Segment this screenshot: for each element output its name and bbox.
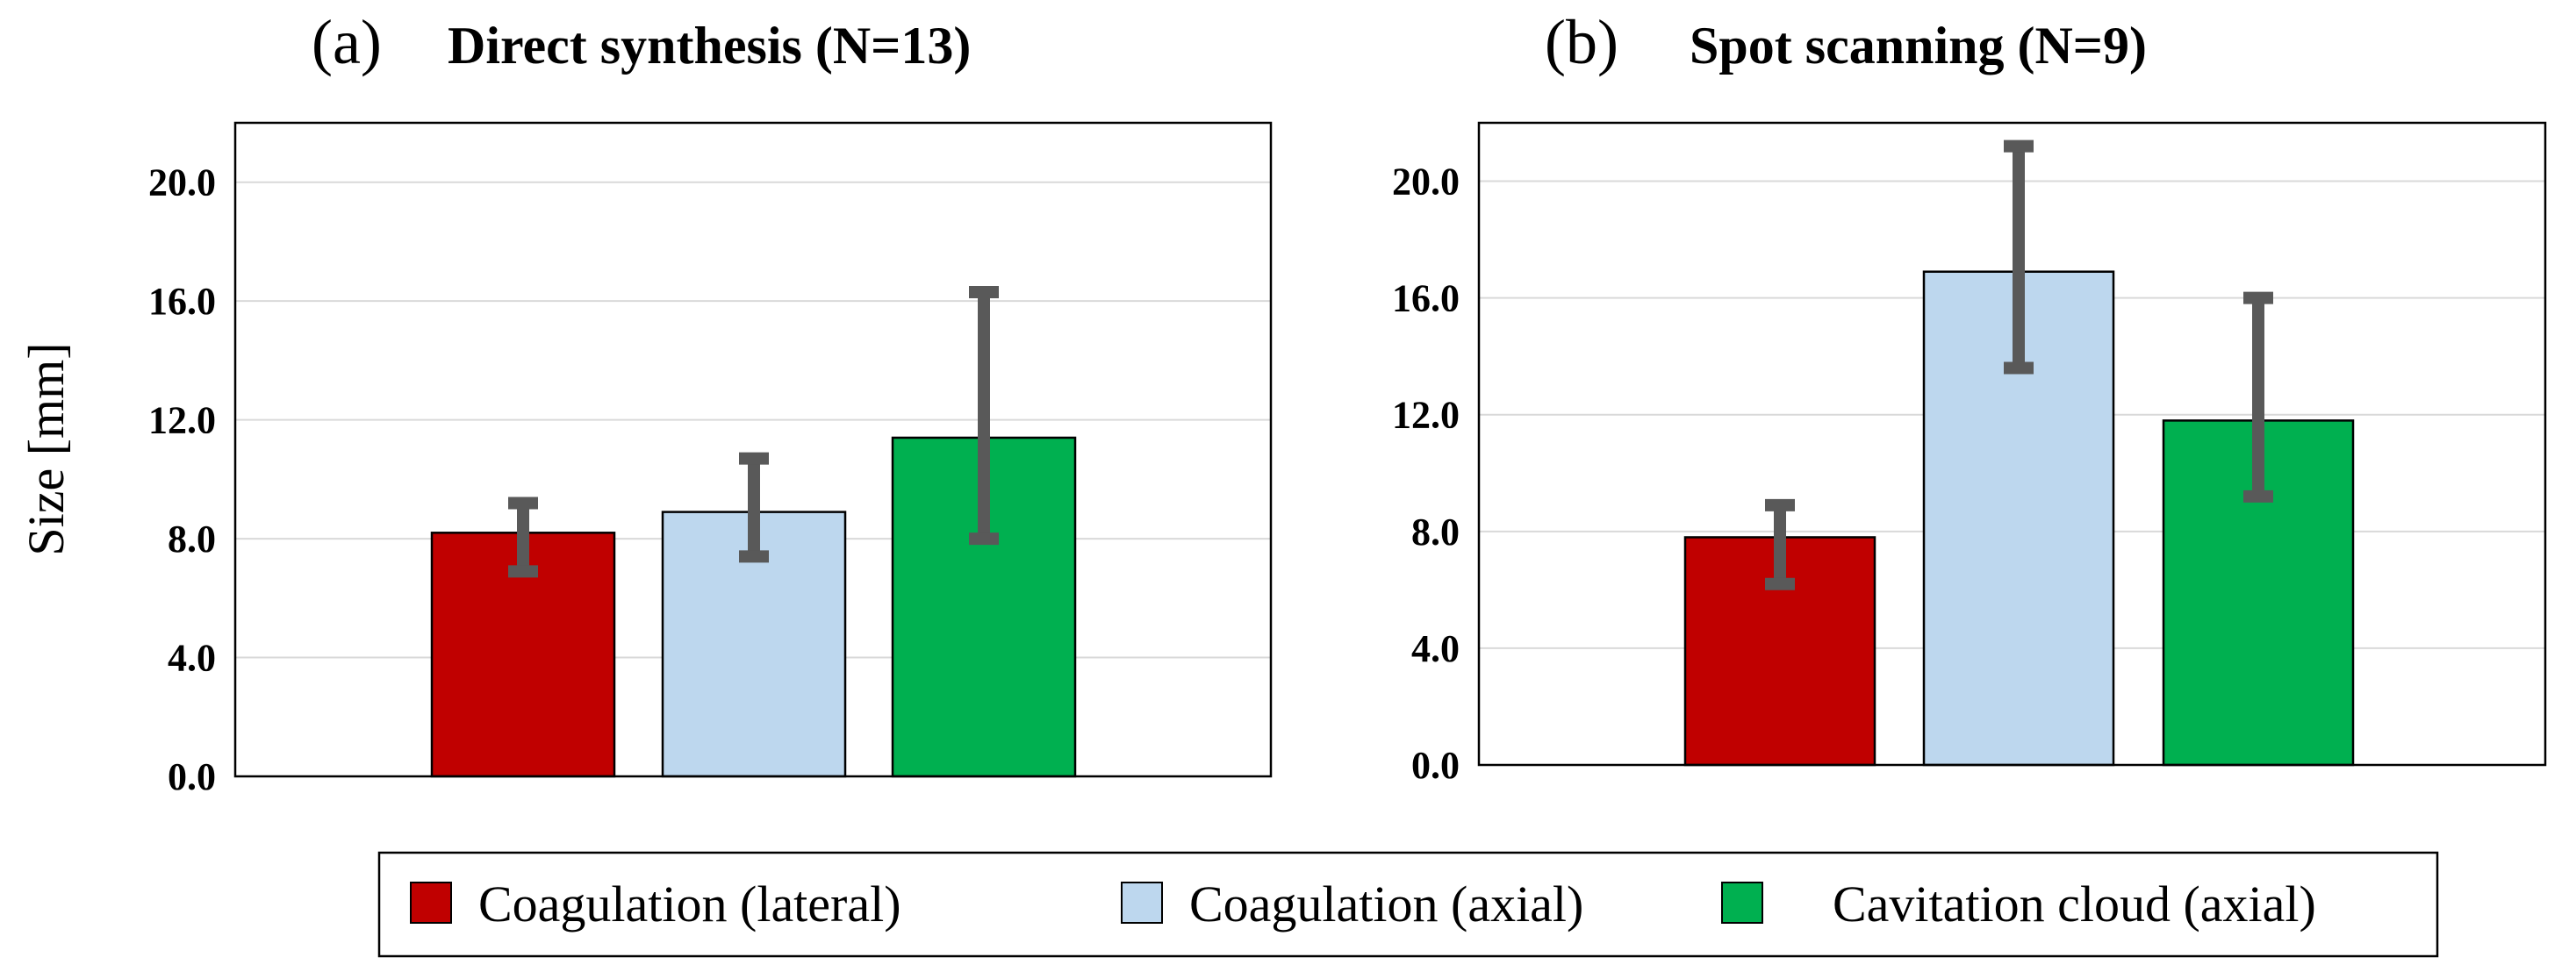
panel-b-plot-frame — [1477, 121, 2547, 767]
y-tick-label: 8.0 — [168, 518, 216, 561]
panel-a-title: Direct synthesis (N=13) — [448, 17, 971, 75]
y-tick-label: 8.0 — [1411, 511, 1460, 554]
y-tick-label: 16.0 — [1392, 277, 1460, 320]
error-bar-coagulation-lateral — [508, 497, 538, 578]
error-bar-coagulation-axial — [739, 452, 769, 563]
y-tick-label: 20.0 — [148, 161, 216, 204]
legend-swatch-coagulation-lateral — [410, 882, 452, 924]
panel-b-error-bars — [1765, 139, 2273, 590]
panel-a-y-ticks: 0.0 4.0 8.0 12.0 16.0 20.0 — [148, 161, 216, 798]
y-tick-label: 4.0 — [1411, 627, 1460, 670]
legend: Coagulation (lateral) Coagulation (axial… — [377, 851, 2439, 958]
error-bar-cavitation-cloud-axial — [969, 286, 999, 546]
legend-swatch-cavitation-cloud-axial — [1721, 882, 1763, 924]
y-tick-label: 0.0 — [168, 755, 216, 798]
y-tick-label: 4.0 — [168, 637, 216, 680]
panel-a-error-bars — [508, 286, 999, 578]
panel-a-plot-frame — [233, 121, 1273, 778]
y-tick-label: 12.0 — [1392, 394, 1460, 437]
legend-label-cavitation-cloud-axial: Cavitation cloud (axial) — [1833, 875, 2316, 933]
y-tick-label: 20.0 — [1392, 161, 1460, 204]
legend-frame — [377, 851, 2439, 958]
panel-b-letter: (b) — [1545, 7, 1618, 77]
y-tick-label: 16.0 — [148, 280, 216, 323]
error-bar-coagulation-axial — [2004, 139, 2034, 375]
panel-b-y-ticks: 0.0 4.0 8.0 12.0 16.0 20.0 — [1392, 161, 1460, 787]
legend-label-coagulation-lateral: Coagulation (lateral) — [478, 875, 901, 933]
y-tick-label: 0.0 — [1411, 744, 1460, 787]
chart-panel-a: (a) Direct synthesis (N=13) Size [mm] 0.… — [18, 7, 1273, 798]
chart-panel-b: (b) Spot scanning (N=9) 0.0 4.0 8.0 12.0 16.… — [1392, 7, 2547, 787]
panel-a-gridlines — [235, 181, 1271, 659]
panel-a-letter: (a) — [312, 7, 382, 77]
error-bar-cavitation-cloud-axial — [2243, 291, 2273, 503]
y-axis-label: Size [mm] — [18, 342, 75, 555]
legend-label-coagulation-axial: Coagulation (axial) — [1189, 875, 1583, 933]
y-tick-label: 12.0 — [148, 399, 216, 442]
panel-b-title: Spot scanning (N=9) — [1690, 17, 2147, 75]
legend-swatch-coagulation-axial — [1121, 882, 1163, 924]
error-bar-coagulation-lateral — [1765, 498, 1795, 590]
